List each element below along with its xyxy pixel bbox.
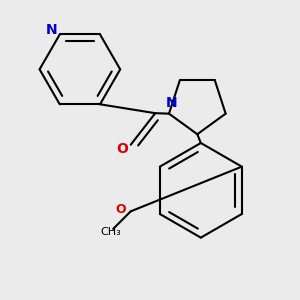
- Text: O: O: [116, 203, 126, 216]
- Text: CH₃: CH₃: [100, 227, 121, 237]
- Text: N: N: [46, 23, 58, 37]
- Text: O: O: [116, 142, 128, 156]
- Text: N: N: [166, 96, 178, 110]
